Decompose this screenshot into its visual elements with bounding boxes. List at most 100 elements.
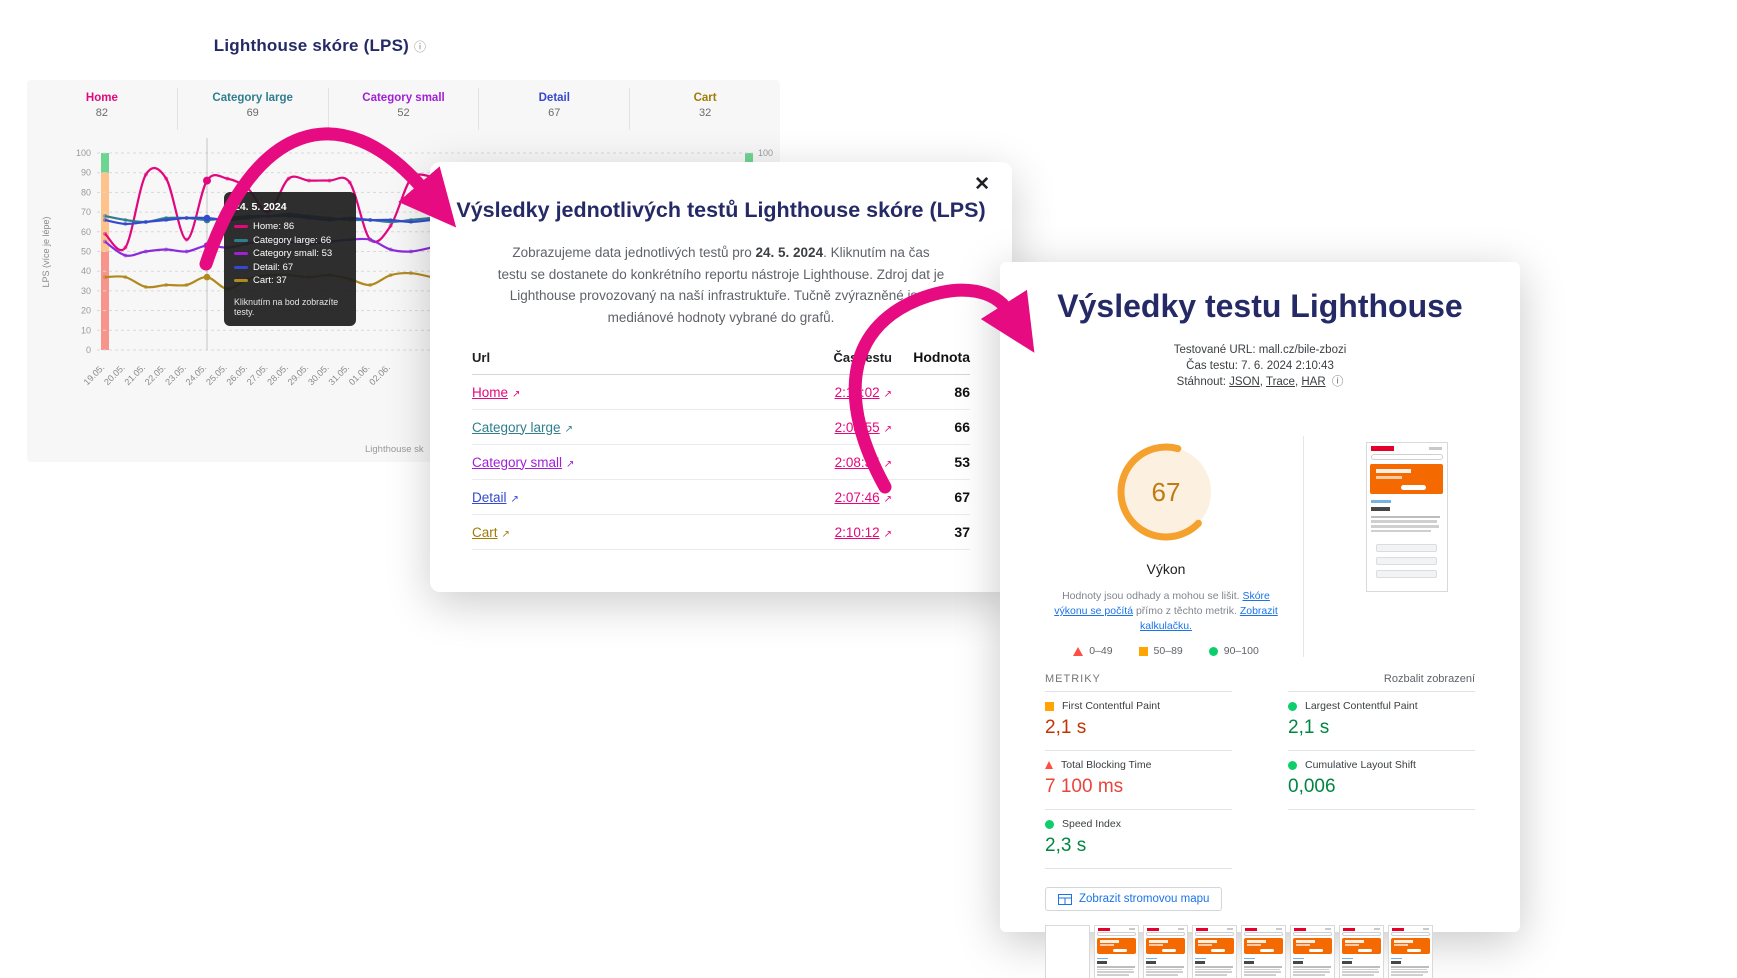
table-row: Home ↗ 2:10:02 ↗ 86 bbox=[472, 375, 970, 410]
filmstrip-frame[interactable] bbox=[1143, 925, 1188, 978]
tab-value: 67 bbox=[548, 107, 561, 119]
metric-largest-contentful-paint[interactable]: Largest Contentful Paint 2,1 s bbox=[1288, 691, 1475, 750]
gauge-svg: 67 bbox=[1117, 443, 1215, 541]
external-link-icon: ↗ bbox=[883, 423, 892, 435]
tooltip-series-item: Detail: 67 bbox=[234, 261, 346, 275]
metrics-grid: First Contentful Paint 2,1 s Total Blockin… bbox=[1045, 691, 1475, 869]
chart-tab-cart[interactable]: Cart 32 bbox=[630, 88, 780, 130]
tab-value: 69 bbox=[246, 107, 259, 119]
triangle-icon bbox=[1045, 761, 1053, 769]
tab-label: Category small bbox=[362, 92, 445, 104]
square-icon bbox=[1045, 701, 1054, 711]
chart-tab-category-large[interactable]: Category large 69 bbox=[178, 88, 329, 130]
score-range-item: 90–100 bbox=[1208, 645, 1259, 657]
test-time-link[interactable]: 2:10:12 bbox=[834, 524, 880, 540]
svg-text:26.05.: 26.05. bbox=[224, 362, 249, 387]
svg-text:31.05.: 31.05. bbox=[326, 362, 351, 387]
report-header-info: Testované URL: mall.cz/bile-zbozi Čas te… bbox=[1000, 342, 1520, 390]
expand-view-toggle[interactable]: Rozbalit zobrazení bbox=[1383, 673, 1475, 685]
disclaimer-text: Hodnoty jsou odhady a mohou se lišit. bbox=[1062, 590, 1240, 602]
svg-text:20.05.: 20.05. bbox=[102, 362, 127, 387]
series-dash-icon bbox=[234, 225, 248, 229]
value-cell: 53 bbox=[954, 454, 970, 470]
test-time-link[interactable]: 2:08:55 bbox=[834, 419, 880, 435]
metric-name-row: Largest Contentful Paint bbox=[1288, 700, 1475, 712]
metric-value: 2,1 s bbox=[1288, 717, 1330, 738]
svg-text:50: 50 bbox=[81, 247, 91, 257]
download-link-trace[interactable]: Trace bbox=[1265, 376, 1295, 388]
metric-cumulative-layout-shift[interactable]: Cumulative Layout Shift 0,006 bbox=[1288, 750, 1475, 810]
test-time-link[interactable]: 2:10:02 bbox=[834, 384, 880, 400]
url-link[interactable]: Cart bbox=[472, 524, 498, 540]
treemap-icon bbox=[1058, 893, 1072, 905]
chart-tab-detail[interactable]: Detail 67 bbox=[479, 88, 631, 130]
filmstrip-frame[interactable] bbox=[1045, 925, 1090, 978]
report-top-row: 67 Výkon Hodnoty jsou odhady a mohou se … bbox=[1045, 436, 1475, 657]
tooltip-series-text: Detail: 67 bbox=[253, 261, 294, 273]
metric-value: 0,006 bbox=[1288, 776, 1336, 797]
tab-value: 82 bbox=[95, 107, 109, 119]
svg-text:40: 40 bbox=[81, 266, 91, 276]
info-icon[interactable]: ⓘ bbox=[414, 40, 427, 54]
info-icon[interactable]: ⓘ bbox=[1328, 376, 1344, 388]
modal-body: Zobrazujeme data jednotlivých testů pro … bbox=[497, 242, 945, 328]
tooltip-series-text: Home: 86 bbox=[253, 221, 295, 232]
results-table-header: Url Čas testu Hodnota bbox=[472, 349, 970, 375]
value-cell: 37 bbox=[954, 524, 970, 540]
svg-text:21.05.: 21.05. bbox=[122, 362, 147, 387]
test-time-link[interactable]: 2:07:46 bbox=[834, 489, 880, 505]
svg-text:70: 70 bbox=[81, 207, 91, 217]
test-time-link[interactable]: 2:08:35 bbox=[834, 454, 880, 470]
filmstrip-frame[interactable] bbox=[1192, 925, 1237, 978]
url-link[interactable]: Detail bbox=[472, 489, 507, 505]
chart-tab-home[interactable]: Home 82 bbox=[27, 88, 178, 130]
score-calc-link[interactable]: Skóre výkonu se počítá bbox=[1054, 590, 1270, 617]
metric-total-blocking-time[interactable]: Total Blocking Time 7 100 ms bbox=[1045, 750, 1232, 809]
download-link-json[interactable]: JSON bbox=[1229, 376, 1260, 388]
modal-body-date: 24. 5. 2024 bbox=[755, 245, 824, 260]
url-link[interactable]: Category large bbox=[472, 419, 561, 435]
download-line: Stáhnout: JSON, Trace, HAR ⓘ bbox=[1176, 376, 1344, 388]
filmstrip bbox=[1045, 925, 1475, 978]
filmstrip-frame[interactable] bbox=[1241, 925, 1286, 978]
tooltip-series-text: Category small: 53 bbox=[253, 248, 333, 259]
close-icon[interactable]: ✕ bbox=[974, 174, 990, 195]
svg-text:60: 60 bbox=[81, 227, 91, 237]
performance-gauge[interactable]: 67 bbox=[1110, 436, 1222, 553]
score-label[interactable]: Výkon bbox=[1146, 561, 1186, 577]
svg-text:24.05.: 24.05. bbox=[184, 362, 209, 387]
tooltip-series-item: Category large: 66 bbox=[234, 234, 346, 248]
url-link[interactable]: Category small bbox=[472, 454, 563, 470]
screenshot-section bbox=[1303, 436, 1475, 657]
chart-tooltip: 24. 5. 2024 Home: 86 Category large: 66 Ca… bbox=[224, 192, 356, 326]
chart-tab-category-small[interactable]: Category small 52 bbox=[329, 88, 480, 130]
results-table-body: Home ↗ 2:10:02 ↗ 86 Category large ↗ 2:08:55 ↗ 66… bbox=[472, 375, 970, 550]
score-section: 67 Výkon Hodnoty jsou odhady a mohou se … bbox=[1045, 436, 1287, 657]
metric-first-contentful-paint[interactable]: First Contentful Paint 2,1 s bbox=[1045, 691, 1232, 750]
download-link-har[interactable]: HAR bbox=[1301, 376, 1326, 388]
svg-text:02.06.: 02.06. bbox=[367, 362, 392, 387]
svg-text:25.05.: 25.05. bbox=[204, 362, 229, 387]
treemap-button[interactable]: Zobrazit stromovou mapu bbox=[1045, 887, 1223, 911]
time-cell: 2:10:02 ↗ bbox=[772, 385, 892, 400]
time-cell: 2:07:46 ↗ bbox=[772, 490, 892, 505]
metric-name-text: Cumulative Layout Shift bbox=[1305, 759, 1416, 771]
metric-value: 2,3 s bbox=[1045, 835, 1087, 856]
url-cell: Home ↗ bbox=[472, 385, 772, 400]
external-link-icon: ↗ bbox=[512, 388, 521, 400]
tooltip-series-item: Home: 86 bbox=[234, 220, 346, 234]
filmstrip-frame[interactable] bbox=[1094, 925, 1139, 978]
filmstrip-frame[interactable] bbox=[1290, 925, 1335, 978]
svg-text:23.05.: 23.05. bbox=[163, 362, 188, 387]
url-link[interactable]: Home bbox=[472, 384, 509, 400]
value-cell: 86 bbox=[954, 384, 970, 400]
metric-speed-index[interactable]: Speed Index 2,3 s bbox=[1045, 809, 1232, 869]
svg-text:80: 80 bbox=[81, 187, 91, 197]
series-dash-icon bbox=[234, 265, 248, 269]
col-header-url: Url bbox=[472, 349, 491, 365]
metric-name-row: Total Blocking Time bbox=[1045, 759, 1232, 771]
report-title: Výsledky testu Lighthouse bbox=[1057, 288, 1463, 324]
filmstrip-frame[interactable] bbox=[1388, 925, 1433, 978]
filmstrip-frame[interactable] bbox=[1339, 925, 1384, 978]
calculator-link[interactable]: Zobrazit kalkulačku. bbox=[1140, 605, 1278, 632]
